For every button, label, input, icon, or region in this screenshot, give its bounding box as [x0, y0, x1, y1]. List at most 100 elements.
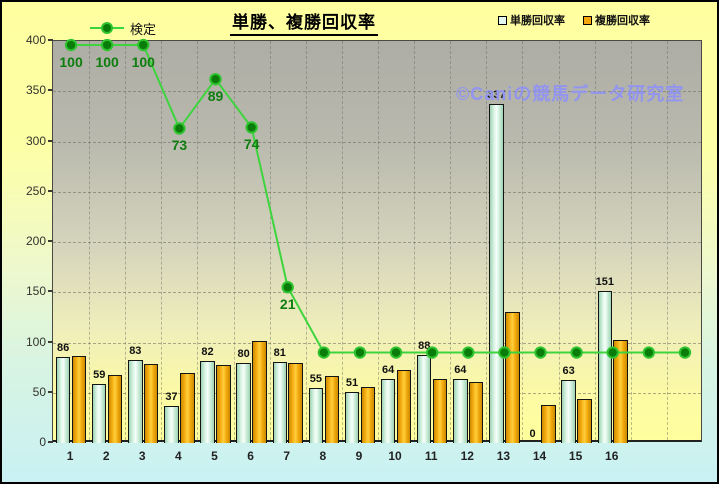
x-tick-label: 16 — [605, 449, 619, 463]
line-marker — [245, 121, 258, 134]
x-tick-label: 13 — [496, 449, 511, 463]
line-marker — [64, 38, 78, 52]
x-tick-label: 9 — [355, 449, 363, 463]
y-tick-mark — [48, 240, 53, 242]
v-gridline — [161, 41, 163, 440]
x-tick-label: 12 — [460, 449, 474, 463]
line-marker — [570, 346, 583, 359]
bar-win-9 — [344, 391, 360, 443]
y-tick-label: 400 — [25, 33, 46, 47]
bar-place-5 — [216, 364, 231, 443]
kentei-line — [64, 38, 692, 359]
v-gridline — [378, 41, 379, 440]
bar-place-4 — [180, 372, 195, 443]
line-marker — [353, 346, 367, 359]
y-tick-label: 150 — [25, 284, 46, 299]
h-gridline — [53, 242, 701, 243]
bar-value-label: 88 — [418, 339, 431, 352]
bar-win-4 — [164, 405, 179, 443]
bar-place-11 — [432, 378, 448, 443]
bar-value-label: 0 — [529, 428, 536, 440]
x-tick-label: 5 — [211, 449, 218, 463]
bar-value-label: 37 — [165, 390, 178, 403]
y-tick-mark — [48, 139, 53, 142]
bar-win-8 — [308, 387, 324, 443]
bar-place-8 — [324, 375, 340, 443]
v-gridline — [486, 41, 488, 440]
v-gridline — [558, 41, 560, 440]
y-tick-label: 350 — [25, 83, 46, 98]
bar-win-10 — [380, 378, 396, 443]
x-tick-label: 14 — [532, 449, 547, 463]
bar-value-label: 82 — [201, 345, 214, 358]
x-tick-label: 3 — [138, 449, 146, 463]
h-gridline — [53, 292, 701, 294]
bar-win-12 — [453, 378, 468, 443]
line-marker — [462, 346, 475, 359]
y-tick-mark — [48, 290, 53, 293]
kentei-value-label: 100 — [59, 54, 83, 71]
kentei-value-label: 100 — [95, 54, 119, 71]
legend-place-label: 複勝回収率 — [595, 15, 650, 27]
bar-win-2 — [91, 383, 107, 443]
line-marker — [425, 346, 439, 359]
line-marker — [642, 346, 656, 359]
bar-win-15 — [561, 379, 576, 443]
win-swatch-icon — [498, 15, 507, 25]
x-tick-label: 6 — [247, 449, 254, 463]
bar-place-6 — [252, 341, 267, 443]
kentei-value-label: 74 — [243, 136, 260, 153]
place-swatch-icon — [583, 15, 592, 25]
v-gridline — [197, 41, 199, 440]
bar-place-14 — [541, 404, 556, 443]
bar-value-label: 51 — [345, 376, 359, 389]
y-tick-label: 0 — [39, 435, 46, 449]
legend-kentei-label: 検定 — [130, 21, 157, 37]
y-tick-label: 300 — [25, 133, 46, 148]
line-sample-icon — [90, 22, 124, 34]
legend-item-place: 複勝回収率 — [583, 12, 650, 28]
kentei-value-label: 100 — [131, 54, 155, 71]
chart-title: 単勝、複勝回収率 — [230, 8, 378, 36]
y-tick-label: 50 — [32, 384, 46, 399]
watermark: ©Caniの競馬データ研究室 — [456, 84, 685, 104]
v-gridline — [630, 41, 632, 440]
y-tick-mark — [48, 441, 53, 443]
x-tick-label: 7 — [283, 449, 291, 463]
bar-value-label: 83 — [129, 344, 142, 357]
h-gridline — [53, 342, 701, 344]
bar-win-1 — [55, 356, 71, 443]
y-tick-label: 100 — [25, 334, 46, 349]
h-gridline — [53, 141, 701, 143]
line-marker — [317, 346, 331, 359]
kentei-value-label: 73 — [171, 137, 188, 154]
kentei-value-label: 89 — [207, 88, 224, 105]
line-marker — [209, 72, 222, 86]
bar-value-label: 80 — [237, 347, 250, 360]
v-gridline — [305, 41, 307, 440]
bar-value-label: 64 — [381, 363, 395, 376]
y-tick-mark — [48, 189, 53, 192]
v-gridline — [89, 41, 91, 440]
bar-win-11 — [416, 354, 432, 443]
line-marker — [534, 346, 547, 359]
bar-win-16 — [597, 291, 613, 443]
bar-value-label: 81 — [273, 346, 286, 359]
legend-kentei: 検定 — [90, 19, 156, 37]
line-marker — [173, 122, 186, 135]
y-tick-label: 200 — [25, 234, 46, 248]
bar-value-label: 151 — [595, 276, 614, 289]
bar-place-15 — [577, 398, 592, 443]
bar-value-label: 63 — [562, 364, 575, 377]
y-tick-mark — [48, 39, 53, 41]
x-tick-label: 1 — [66, 449, 74, 463]
bar-place-16 — [613, 340, 628, 443]
line-marker — [100, 38, 114, 52]
x-tick-label: 10 — [388, 449, 402, 463]
bar-win-7 — [272, 361, 288, 443]
v-gridline — [522, 41, 524, 440]
bar-place-3 — [143, 363, 159, 443]
line-marker — [678, 346, 692, 359]
y-tick-label: 250 — [25, 183, 46, 198]
